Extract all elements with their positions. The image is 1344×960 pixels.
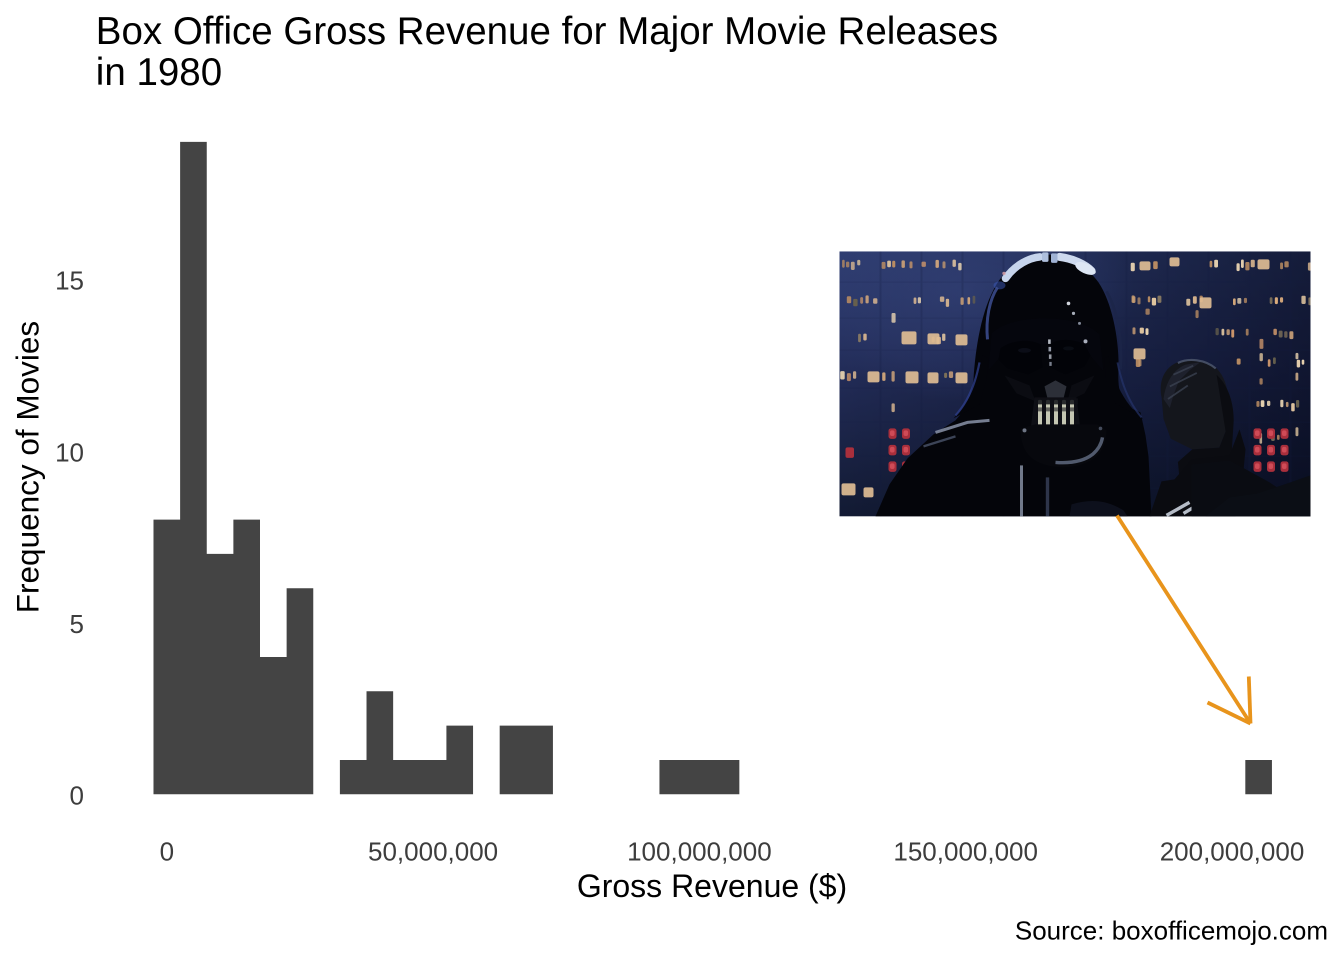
svg-text:200,000,000: 200,000,000 (1160, 836, 1305, 866)
svg-text:50,000,000: 50,000,000 (368, 836, 498, 866)
svg-text:100,000,000: 100,000,000 (627, 836, 772, 866)
svg-text:Frequency of Movies: Frequency of Movies (10, 321, 46, 613)
svg-text:Source: boxofficemojo.com: Source: boxofficemojo.com (1015, 916, 1328, 946)
svg-text:Gross Revenue ($): Gross Revenue ($) (577, 868, 847, 904)
svg-text:10: 10 (55, 437, 84, 467)
svg-text:0: 0 (70, 781, 84, 811)
svg-text:5: 5 (70, 609, 84, 639)
svg-text:150,000,000: 150,000,000 (893, 836, 1038, 866)
svg-text:in 1980: in 1980 (96, 51, 222, 94)
svg-text:0: 0 (160, 836, 174, 866)
svg-text:15: 15 (55, 266, 84, 296)
svg-text:Box Office Gross Revenue for M: Box Office Gross Revenue for Major Movie… (96, 10, 998, 53)
